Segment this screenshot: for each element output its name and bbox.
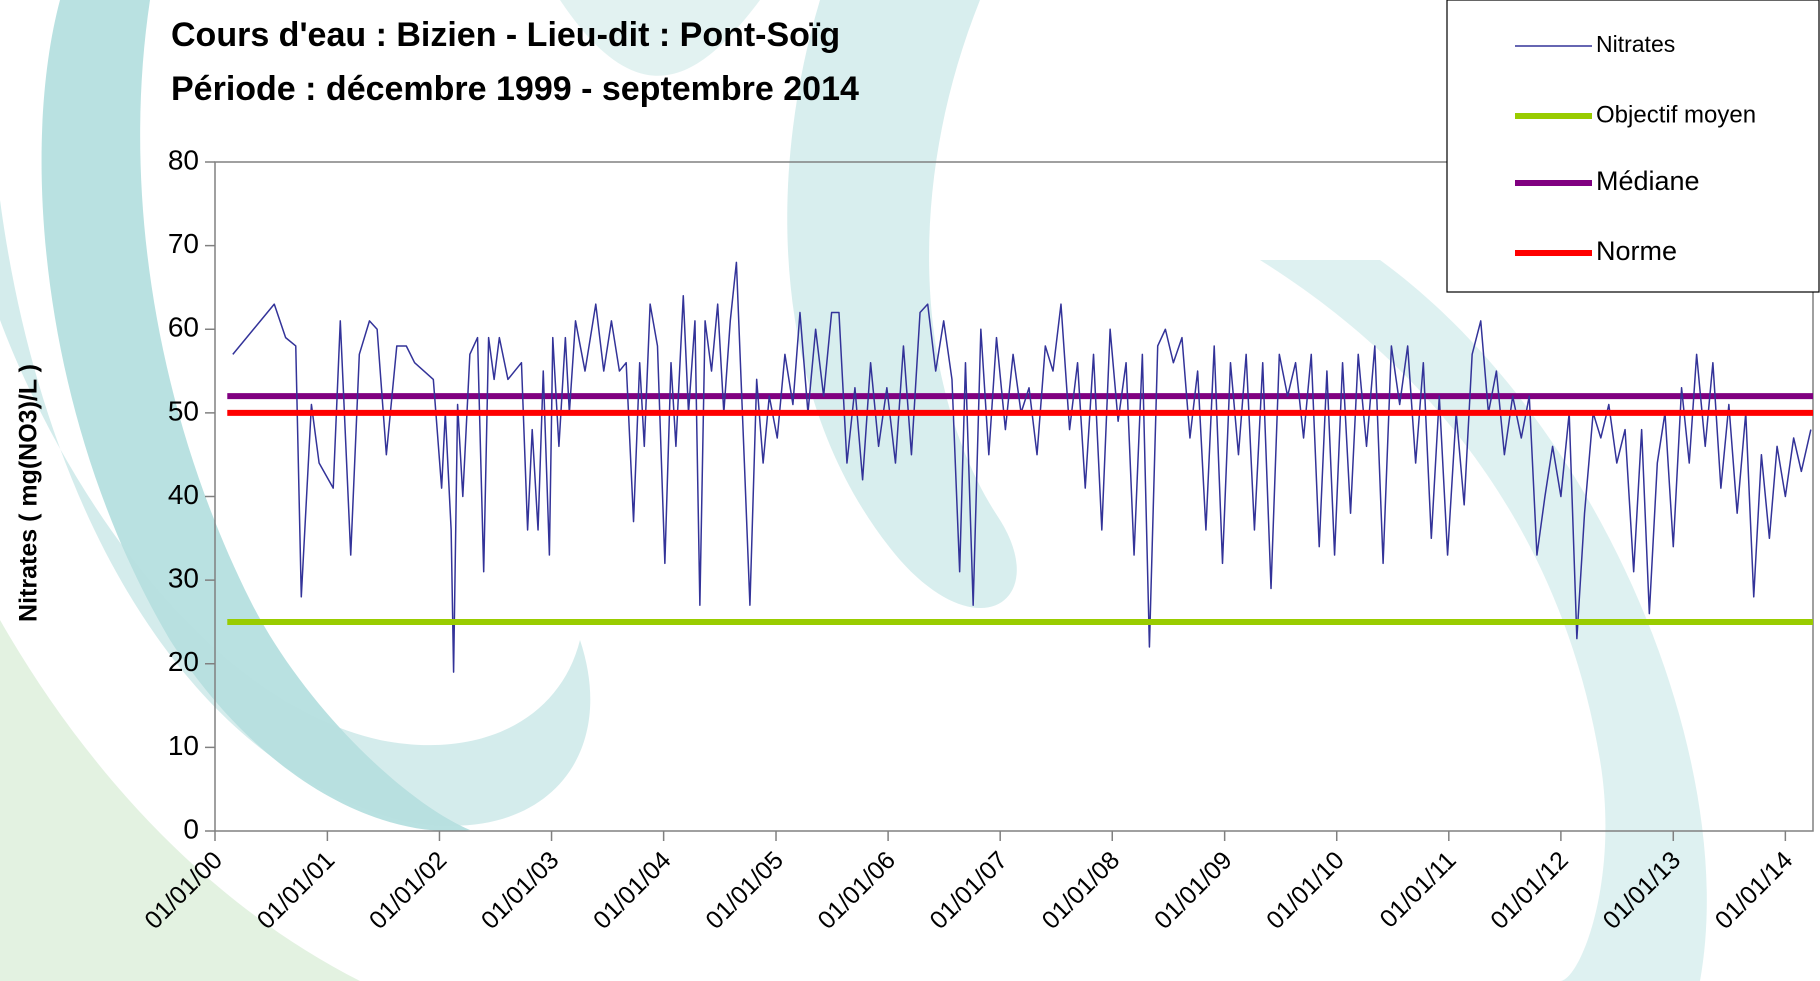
- legend-label: Norme: [1596, 236, 1677, 266]
- x-tick-label: 01/01/02: [364, 846, 453, 935]
- x-tick-label: 01/01/04: [588, 846, 677, 935]
- x-tick-label: 01/01/01: [252, 846, 341, 935]
- x-tick-label: 01/01/11: [1374, 846, 1461, 933]
- x-tick-label: 01/01/09: [1149, 846, 1238, 935]
- x-tick-label: 01/01/07: [924, 846, 1013, 935]
- y-tick-label: 50: [168, 395, 199, 426]
- chart: Cours d'eau : Bizien - Lieu-dit : Pont-S…: [0, 0, 1820, 981]
- chart-subtitle: Période : décembre 1999 - septembre 2014: [171, 70, 859, 108]
- legend-label: Objectif moyen: [1596, 101, 1756, 128]
- x-tick-label: 01/01/03: [476, 846, 565, 935]
- x-tick-label: 01/01/12: [1485, 846, 1574, 935]
- legend-label: Médiane: [1596, 166, 1700, 196]
- x-tick-label: 01/01/10: [1261, 846, 1350, 935]
- legend-label: Nitrates: [1596, 31, 1675, 57]
- y-axis-label: Nitrates ( mg(NO3)/L ): [15, 364, 43, 622]
- y-tick-label: 80: [168, 144, 199, 175]
- y-tick-label: 30: [168, 563, 199, 594]
- x-tick-label: 01/01/08: [1037, 846, 1126, 935]
- x-tick-label: 01/01/06: [812, 846, 901, 935]
- y-tick-label: 70: [168, 228, 199, 259]
- y-tick-label: 0: [183, 813, 199, 844]
- chart-title: Cours d'eau : Bizien - Lieu-dit : Pont-S…: [171, 16, 840, 54]
- y-tick-label: 40: [168, 479, 199, 510]
- x-tick-label: 01/01/14: [1710, 846, 1799, 935]
- y-tick-label: 10: [168, 730, 199, 761]
- x-tick-label: 01/01/05: [700, 846, 789, 935]
- y-tick-label: 20: [168, 646, 199, 677]
- y-tick-label: 60: [168, 312, 199, 343]
